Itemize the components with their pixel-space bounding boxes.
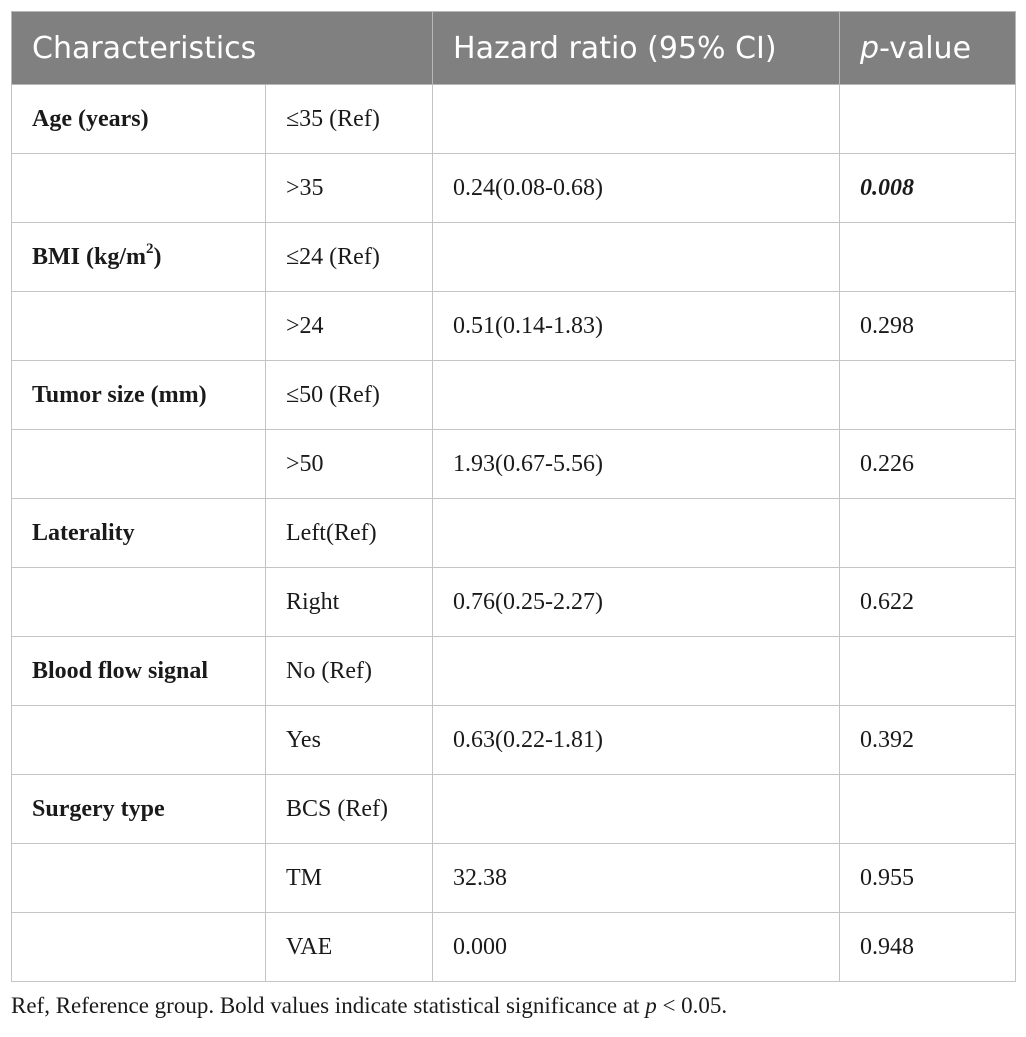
hazard-ratio-cell — [432, 84, 841, 154]
p-value-cell — [839, 84, 1017, 154]
table-row: Yes 0.63(0.22-1.81) 0.392 — [11, 705, 1017, 775]
group-cell: ≤24 (Ref) — [264, 222, 434, 292]
table-row: Surgery type BCS (Ref) — [11, 774, 1017, 844]
group-cell: ≤35 (Ref) — [264, 84, 434, 154]
p-value-cell — [839, 498, 1017, 568]
header-p-italic: p — [860, 30, 880, 66]
characteristic-cell — [11, 912, 266, 982]
table-row: Right 0.76(0.25-2.27) 0.622 — [11, 567, 1017, 637]
characteristic-cell — [11, 429, 266, 499]
characteristic-cell — [11, 291, 266, 361]
group-cell: >50 — [264, 429, 434, 499]
header-hazard-ratio: Hazard ratio (95% CI) — [432, 11, 841, 85]
table-row: Blood flow signal No (Ref) — [11, 636, 1017, 706]
footnote-text-end: < 0.05. — [656, 993, 728, 1018]
p-value-cell: 0.622 — [839, 567, 1017, 637]
characteristic-cell — [11, 705, 266, 775]
characteristic-cell: Laterality — [11, 498, 266, 568]
p-value-cell: 0.948 — [839, 912, 1017, 982]
characteristic-cell: Surgery type — [11, 774, 266, 844]
header-characteristics: Characteristics — [10, 11, 434, 85]
table-row: VAE 0.000 0.948 — [11, 912, 1017, 982]
table-row: TM 32.38 0.955 — [11, 843, 1017, 913]
hazard-ratio-cell: 32.38 — [432, 843, 841, 913]
header-p-value: p-value — [839, 11, 1017, 85]
characteristic-cell: Blood flow signal — [11, 636, 266, 706]
hazard-ratio-cell — [432, 360, 841, 430]
hazard-ratio-cell: 0.63(0.22-1.81) — [432, 705, 841, 775]
table-header-row: Characteristics Hazard ratio (95% CI) p-… — [10, 11, 1017, 85]
group-cell: TM — [264, 843, 434, 913]
hazard-ratio-cell — [432, 498, 841, 568]
hazard-ratio-table: Characteristics Hazard ratio (95% CI) p-… — [10, 11, 1017, 982]
table-row: Laterality Left(Ref) — [11, 498, 1017, 568]
p-value-cell — [839, 222, 1017, 292]
characteristic-cell — [11, 153, 266, 223]
header-p-suffix: -value — [879, 30, 972, 66]
characteristic-cell: Age (years) — [11, 84, 266, 154]
characteristic-text: BMI (kg/m — [32, 243, 146, 270]
characteristic-text-end: ) — [153, 243, 162, 270]
group-cell: Left(Ref) — [264, 498, 434, 568]
characteristic-cell — [11, 843, 266, 913]
footnote-p-italic: p — [645, 993, 657, 1018]
table-row: >50 1.93(0.67-5.56) 0.226 — [11, 429, 1017, 499]
p-value-cell: 0.226 — [839, 429, 1017, 499]
hazard-ratio-cell — [432, 774, 841, 844]
table-row: Age (years) ≤35 (Ref) — [11, 84, 1017, 154]
table-row: BMI (kg/m2) ≤24 (Ref) — [11, 222, 1017, 292]
group-cell: No (Ref) — [264, 636, 434, 706]
hazard-ratio-cell: 0.51(0.14-1.83) — [432, 291, 841, 361]
group-cell: >35 — [264, 153, 434, 223]
characteristic-cell: BMI (kg/m2) — [11, 222, 266, 292]
table-row: >24 0.51(0.14-1.83) 0.298 — [11, 291, 1017, 361]
table-row: Tumor size (mm) ≤50 (Ref) — [11, 360, 1017, 430]
group-cell: >24 — [264, 291, 434, 361]
p-value-cell: 0.392 — [839, 705, 1017, 775]
hazard-ratio-cell — [432, 222, 841, 292]
p-value-cell-significant: 0.008 — [839, 153, 1017, 223]
group-cell: VAE — [264, 912, 434, 982]
p-value-cell — [839, 360, 1017, 430]
characteristic-superscript: 2 — [146, 240, 154, 257]
p-value-cell: 0.298 — [839, 291, 1017, 361]
group-cell: Yes — [264, 705, 434, 775]
hazard-ratio-cell: 0.24(0.08-0.68) — [432, 153, 841, 223]
group-cell: Right — [264, 567, 434, 637]
p-value-cell — [839, 774, 1017, 844]
group-cell: ≤50 (Ref) — [264, 360, 434, 430]
hazard-ratio-cell: 1.93(0.67-5.56) — [432, 429, 841, 499]
p-value-cell: 0.955 — [839, 843, 1017, 913]
footnote-text: Ref, Reference group. Bold values indica… — [11, 993, 646, 1018]
table-footnote: Ref, Reference group. Bold values indica… — [11, 993, 727, 1019]
results-table-container: Characteristics Hazard ratio (95% CI) p-… — [10, 11, 1017, 982]
hazard-ratio-cell: 0.76(0.25-2.27) — [432, 567, 841, 637]
characteristic-cell — [11, 567, 266, 637]
p-value-cell — [839, 636, 1017, 706]
table-row: >35 0.24(0.08-0.68) 0.008 — [11, 153, 1017, 223]
group-cell: BCS (Ref) — [264, 774, 434, 844]
hazard-ratio-cell: 0.000 — [432, 912, 841, 982]
characteristic-cell: Tumor size (mm) — [11, 360, 266, 430]
hazard-ratio-cell — [432, 636, 841, 706]
